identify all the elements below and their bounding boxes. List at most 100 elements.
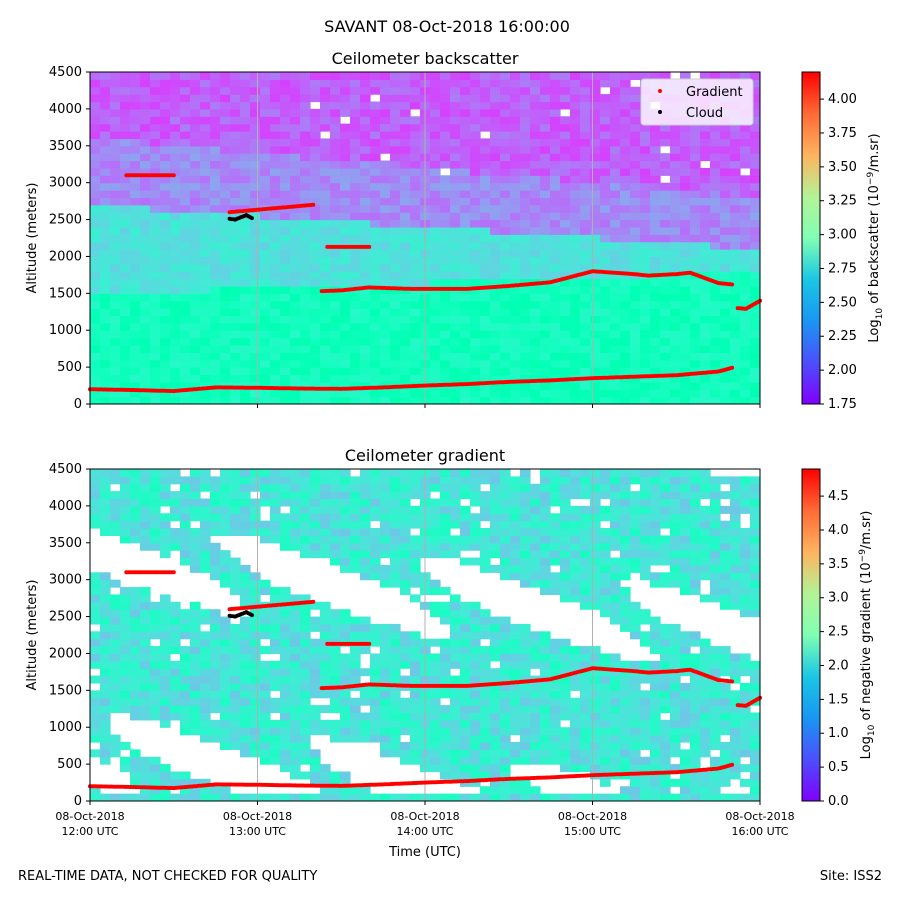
backscatter-cell — [690, 153, 701, 162]
backscatter-cell — [380, 94, 391, 103]
backscatter-cell — [230, 396, 241, 404]
backscatter-cell — [610, 249, 621, 258]
backscatter-cell — [110, 72, 121, 80]
backscatter-cell — [210, 79, 221, 88]
backscatter-cell — [200, 116, 211, 125]
backscatter-cell — [380, 315, 391, 324]
gradient-cell — [170, 690, 181, 699]
backscatter-cell — [290, 389, 301, 398]
backscatter-cell — [700, 271, 711, 280]
backscatter-cell — [410, 337, 421, 346]
backscatter-cell — [130, 278, 141, 287]
gradient-cell — [380, 535, 391, 544]
backscatter-cell — [730, 285, 741, 294]
gradient-cell — [230, 705, 241, 714]
backscatter-cell — [250, 160, 261, 169]
gradient-cell — [240, 469, 251, 477]
gradient-cell — [100, 609, 111, 618]
backscatter-cell — [230, 234, 241, 243]
backscatter-cell — [690, 389, 701, 398]
legend-cloud-label: Cloud — [686, 106, 723, 121]
gradient-cell — [250, 520, 261, 529]
gradient-cell — [240, 660, 251, 669]
gradient-cell — [100, 498, 111, 507]
gradient-cell — [110, 505, 121, 514]
backscatter-cell — [290, 241, 301, 250]
backscatter-cell — [570, 337, 581, 346]
backscatter-cell — [450, 359, 461, 368]
gradient-cell — [120, 520, 131, 529]
gradient-cell — [180, 668, 191, 677]
gradient-cell — [350, 697, 361, 706]
backscatter-cell — [450, 108, 461, 117]
backscatter-cell — [370, 396, 381, 404]
backscatter-cell — [710, 72, 721, 80]
backscatter-cell — [710, 145, 721, 154]
backscatter-cell — [240, 374, 251, 383]
backscatter-cell — [580, 175, 591, 184]
backscatter-cell — [680, 175, 691, 184]
backscatter-cell — [620, 308, 631, 317]
backscatter-cell — [290, 123, 301, 132]
backscatter-cell — [270, 131, 281, 139]
backscatter-cell — [190, 153, 201, 162]
backscatter-cell — [200, 271, 211, 280]
backscatter-cell — [270, 285, 281, 294]
backscatter-cell — [730, 197, 741, 206]
backscatter-cell — [270, 241, 281, 250]
backscatter-cell — [410, 197, 421, 206]
gradient-cell — [140, 469, 151, 477]
gradient-cell — [110, 668, 121, 677]
backscatter-cell — [170, 226, 181, 235]
backscatter-cell — [480, 344, 491, 353]
backscatter-cell — [660, 226, 671, 235]
backscatter-cell — [300, 293, 311, 302]
gradient-cell — [430, 542, 441, 551]
backscatter-cell — [360, 300, 371, 309]
backscatter-cell — [330, 160, 341, 169]
gradient-cell — [380, 690, 391, 699]
backscatter-cell — [330, 359, 341, 368]
gradient-cell — [360, 520, 371, 529]
backscatter-cell — [690, 300, 701, 309]
backscatter-cell — [430, 293, 441, 302]
backscatter-cell — [590, 271, 601, 280]
gradient-cell — [110, 697, 121, 706]
gradient-cell — [330, 705, 341, 714]
backscatter-cell — [150, 389, 161, 398]
gradient-cell — [360, 690, 371, 699]
backscatter-cell — [460, 396, 471, 404]
gradient-cell — [280, 705, 291, 714]
gradient-cell — [240, 520, 251, 529]
backscatter-cell — [740, 300, 751, 309]
backscatter-cell — [590, 263, 601, 272]
backscatter-cell — [550, 153, 561, 162]
backscatter-cell — [540, 204, 551, 213]
backscatter-cell — [190, 79, 201, 88]
gradient-cell — [210, 505, 221, 514]
backscatter-cell — [570, 234, 581, 243]
backscatter-cell — [160, 278, 171, 287]
backscatter-cell — [630, 138, 641, 147]
gradient-cell — [400, 646, 411, 655]
backscatter-cell — [590, 123, 601, 132]
backscatter-cell — [620, 330, 631, 339]
backscatter-cell — [470, 175, 481, 184]
gradient-cell — [180, 653, 191, 662]
gradient-cell — [330, 690, 341, 699]
backscatter-cell — [160, 344, 171, 353]
gradient-cell — [250, 616, 261, 625]
gradient-cell — [190, 513, 201, 522]
backscatter-cell — [110, 86, 121, 95]
backscatter-cell — [210, 153, 221, 162]
gradient-cell — [220, 616, 231, 625]
backscatter-cell — [270, 94, 281, 103]
backscatter-cell — [130, 160, 141, 169]
backscatter-cell — [730, 396, 741, 404]
backscatter-cell — [110, 212, 121, 221]
gradient-cell — [170, 528, 181, 536]
gradient-cell — [320, 631, 331, 640]
backscatter-cell — [490, 101, 501, 110]
backscatter-cell — [100, 226, 111, 235]
backscatter-cell — [520, 219, 531, 228]
